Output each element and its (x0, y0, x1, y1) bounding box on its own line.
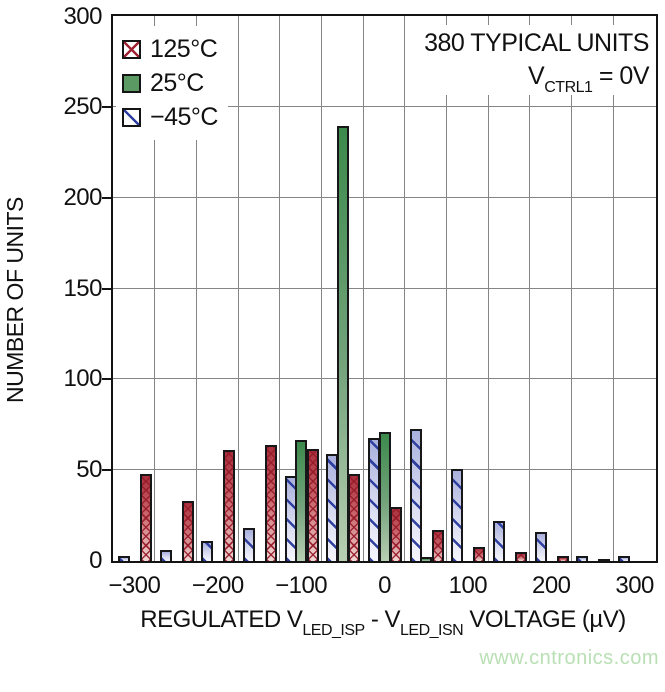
gridline-vertical (571, 16, 573, 561)
bar-blue-50uV (409, 428, 422, 561)
gridline-vertical (279, 16, 281, 561)
legend: 125°C 25°C −45°C (116, 26, 228, 140)
bar-green-50uV (420, 557, 433, 561)
gridline-vertical (320, 16, 322, 561)
gridline-horizontal (113, 106, 656, 108)
plot-area (111, 14, 658, 563)
annotation-vctrl: VCTRL1 = 0V (528, 62, 649, 96)
bar-red-100uV (473, 546, 486, 561)
legend-row: 125°C (122, 34, 218, 64)
gridline-horizontal (113, 287, 656, 289)
blue-diagonal-swatch-icon (122, 107, 141, 127)
bar-red-250uV (598, 559, 611, 561)
bar-blue--200uV (201, 541, 214, 561)
y-tick-label: 100 (63, 365, 102, 393)
gridline-vertical (529, 16, 531, 561)
y-tick-label: 50 (76, 455, 102, 483)
gridline-vertical (446, 16, 448, 561)
bar-red--100uV (306, 448, 319, 561)
x-tick-label: −200 (191, 572, 245, 599)
xlabel-subscript-isp: LED_ISP (302, 621, 365, 639)
bar-green-0uV (378, 432, 391, 561)
bar-blue--250uV (159, 550, 172, 561)
bar-green--50uV (336, 125, 349, 561)
bar-red--50uV (348, 473, 361, 561)
bar-blue--300uV (117, 555, 130, 561)
y-tick-label: 200 (63, 183, 102, 211)
gridline-horizontal (113, 378, 656, 380)
y-tick-mark (102, 106, 111, 109)
bar-blue-300uV (618, 555, 631, 561)
y-tick-mark (102, 196, 111, 199)
bar-red--200uV (223, 450, 236, 561)
bar-blue-250uV (576, 555, 589, 561)
y-tick-mark (102, 378, 111, 381)
gridline-vertical (237, 16, 239, 561)
y-tick-label: 0 (89, 546, 102, 574)
xlabel-subscript-isn: LED_ISN (400, 621, 464, 639)
conditions-annotation: 380 TYPICAL UNITS VCTRL1 = 0V (420, 25, 653, 96)
x-tick-label: 200 (531, 572, 571, 599)
bar-red-200uV (556, 555, 569, 561)
x-tick-label: 100 (448, 572, 488, 599)
y-tick-label: 250 (63, 93, 102, 121)
y-tick-label: 300 (63, 2, 102, 30)
gridline-vertical (404, 16, 406, 561)
legend-row: −45°C (122, 102, 218, 132)
gridline-vertical (362, 16, 364, 561)
x-tick-label: 300 (615, 572, 654, 599)
gridline-vertical (154, 16, 156, 561)
x-tick-label: 0 (378, 572, 391, 599)
bar-blue--150uV (242, 528, 255, 561)
red-crosshatch-swatch-icon (122, 39, 141, 59)
bar-blue-100uV (451, 468, 464, 561)
y-tick-mark (102, 287, 111, 290)
y-tick-label: 150 (63, 274, 102, 302)
gridline-vertical (195, 16, 197, 561)
legend-label: 125°C (150, 34, 218, 63)
legend-label: −45°C (150, 102, 218, 131)
bar-red-0uV (390, 506, 402, 561)
gridline-horizontal (113, 196, 656, 198)
x-tick-label: −300 (108, 572, 161, 599)
bar-green--100uV (295, 439, 308, 561)
bar-red--250uV (181, 501, 194, 561)
legend-row: 25°C (122, 68, 218, 98)
bar-red--150uV (264, 444, 277, 561)
x-tick-label: −100 (275, 572, 328, 599)
gridline-vertical (612, 16, 614, 561)
vctrl-subscript: CTRL1 (544, 79, 593, 96)
bar-blue-150uV (493, 521, 506, 561)
bar-blue-200uV (534, 532, 547, 561)
annotation-units: 380 TYPICAL UNITS (424, 29, 649, 57)
legend-label: 25°C (150, 68, 204, 97)
bar-red-50uV (431, 530, 444, 561)
y-tick-mark (102, 468, 111, 471)
watermark: www.cntronics.com (479, 647, 659, 669)
bar-red--300uV (139, 473, 152, 561)
bar-red-150uV (515, 551, 528, 561)
x-axis-title: REGULATED VLED_ISP - VLED_ISN VOLTAGE (µ… (140, 606, 626, 639)
gridline-vertical (487, 16, 489, 561)
green-solid-swatch-icon (122, 73, 141, 93)
